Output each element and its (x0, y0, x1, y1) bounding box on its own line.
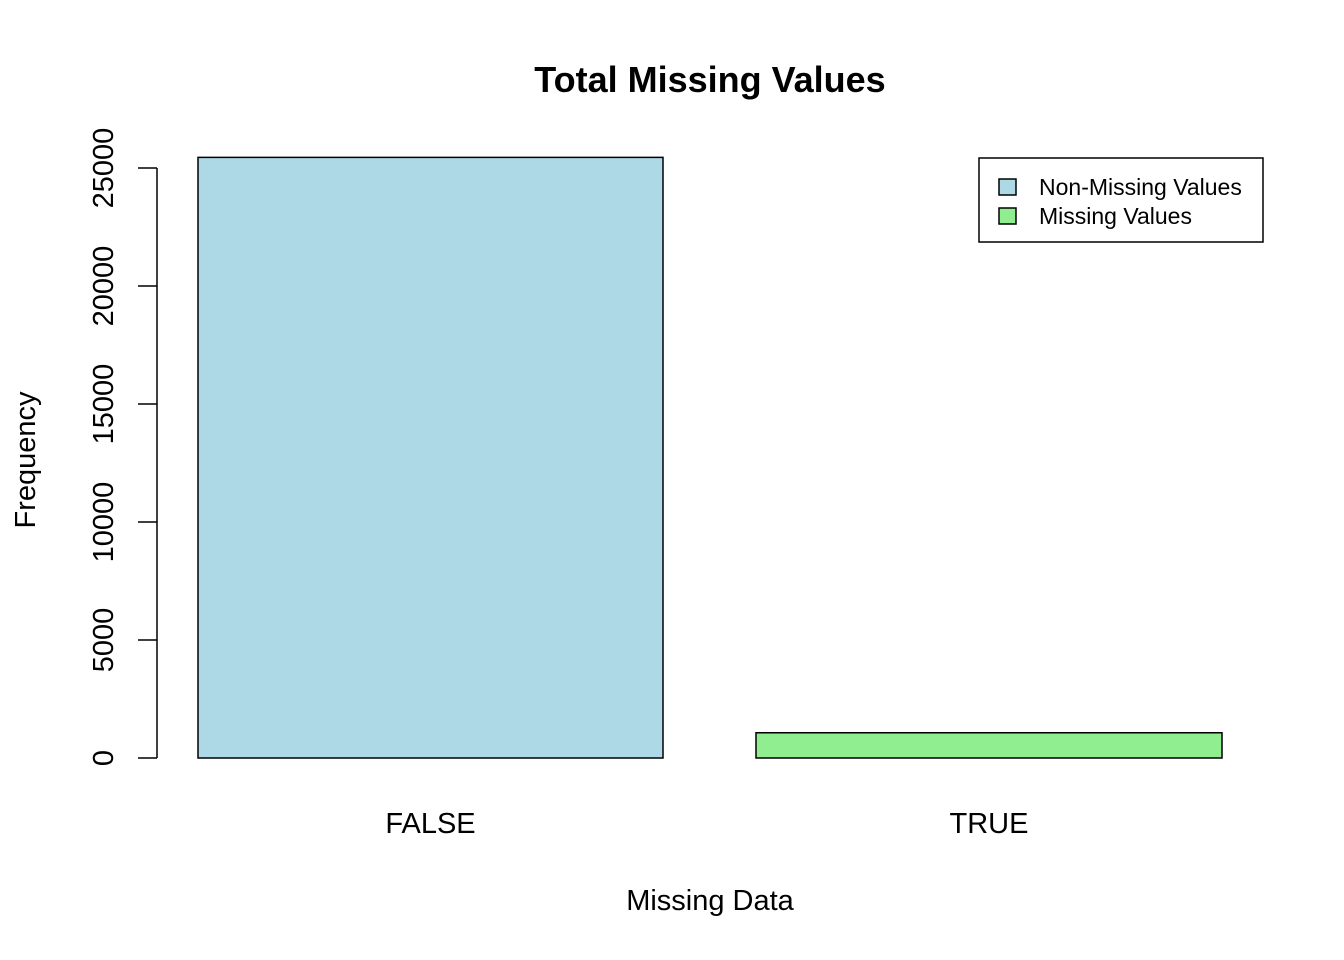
y-tick-label: 5000 (88, 608, 120, 673)
legend-swatch (998, 178, 1017, 196)
legend: Non-Missing Values Missing Values (978, 157, 1264, 243)
legend-label: Missing Values (1039, 203, 1192, 229)
bar-false (197, 156, 664, 759)
x-tick-label-true: TRUE (950, 808, 1029, 840)
legend-swatch (998, 207, 1017, 225)
x-tick-labels: FALSE TRUE (385, 808, 1028, 840)
chart-title: Total Missing Values (534, 59, 885, 100)
y-tick-label: 15000 (88, 364, 120, 445)
y-tick-label: 10000 (88, 482, 120, 563)
y-axis-label: Frequency (10, 391, 42, 529)
x-axis-label: Missing Data (626, 885, 794, 917)
legend-label: Non-Missing Values (1039, 174, 1242, 200)
y-tick-label: 0 (88, 750, 120, 766)
legend-box (978, 157, 1264, 243)
y-tick-label: 25000 (88, 128, 120, 209)
y-tick-label: 20000 (88, 246, 120, 327)
bar-true (755, 731, 1223, 759)
y-axis: 0 5000 10000 15000 20000 25000 (88, 128, 158, 766)
x-tick-label-false: FALSE (385, 808, 475, 840)
bars-group (197, 156, 1223, 759)
